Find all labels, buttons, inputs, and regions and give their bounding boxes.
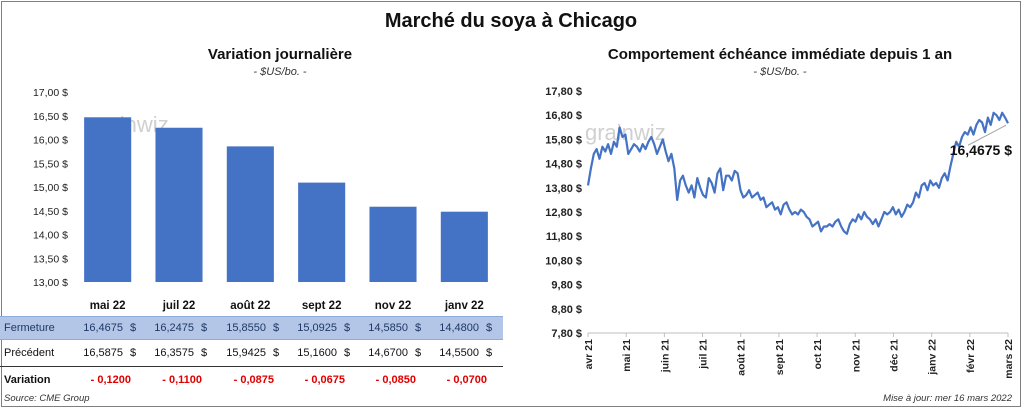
table-cell: 14,4800 [439,322,479,334]
table-cell: - 0,0675 [304,374,345,386]
x-tick-label: juin 21 [659,339,671,373]
right-chart-unit: - $US/bo. - [753,66,807,78]
x-tick-label: nov 21 [850,339,862,372]
table-cell: 15,8550 [226,322,266,334]
x-tick-label: sept 21 [774,339,786,375]
table-cell: 14,5850 [368,322,408,334]
y-tick-label: 14,80 $ [545,159,582,171]
y-tick-label: 15,80 $ [545,134,582,146]
left-chart-unit: - $US/bo. - [253,66,307,78]
update-note: Mise à jour: mer 16 mars 2022 [883,393,1012,404]
label-leader-line [967,124,1007,146]
left-chart-title: Variation journalière [207,46,353,63]
currency-symbol: $ [415,347,422,359]
y-tick-label: 7,80 $ [551,328,582,340]
row-label: Précédent [4,347,55,359]
table-row: Fermeture 16,4675 $16,2475 $15,8550 $15,0925… [0,316,503,340]
bar [369,206,417,282]
currency-symbol: $ [130,322,137,334]
currency-symbol: $ [486,347,493,359]
bar [84,117,132,282]
x-tick-label: févr 22 [965,339,977,373]
currency-symbol: $ [344,347,351,359]
y-tick-label: 16,80 $ [545,110,582,122]
row-label: Variation [4,374,51,386]
right-chart-title: Comportement échéance immédiate depuis 1… [607,46,953,63]
currency-symbol: $ [130,347,137,359]
y-tick-label: 12,80 $ [545,207,582,219]
currency-symbol: $ [201,347,208,359]
table-cell: 15,9425 [226,347,266,359]
x-tick-label: avr 21 [583,339,595,370]
x-tick-label: janv 22 [444,300,484,312]
y-tick-label: 17,80 $ [545,86,582,98]
table-cell: 14,6700 [368,347,408,359]
table-cell: 16,3575 [154,347,194,359]
currency-symbol: $ [273,347,280,359]
line-chart: grainwiz 7,80 $8,80 $9,80 $10,80 $11,80 … [545,86,1015,379]
table-cell: 14,5500 [439,347,479,359]
currency-symbol: $ [415,322,422,334]
x-tick-label: oct 21 [812,339,824,370]
y-tick-label: 13,80 $ [545,183,582,195]
y-tick-label: 9,80 $ [551,280,582,292]
table-cell: - 0,0850 [375,374,416,386]
y-tick-label: 14,00 $ [33,230,68,242]
y-tick-label: 16,50 $ [33,111,68,123]
y-tick-label: 14,50 $ [33,206,68,218]
x-tick-label: déc 21 [888,339,900,372]
bar-chart: grainwiz 13,00 $13,50 $14,00 $14,50 $15,… [33,87,488,312]
x-tick-label: juil 21 [698,339,710,370]
currency-symbol: $ [201,322,208,334]
row-label: Fermeture [4,322,55,334]
table-row: Précédent 16,5875 $16,3575 $15,9425 $15,1600… [0,342,503,364]
bar [155,127,203,283]
table-divider [0,366,503,367]
table-cell: - 0,0875 [233,374,274,386]
x-tick-label: sept 22 [302,300,342,312]
currency-symbol: $ [273,322,280,334]
y-tick-label: 8,80 $ [551,304,582,316]
y-tick-label: 16,00 $ [33,135,68,147]
table-cell: 15,1600 [297,347,337,359]
bar [226,146,274,282]
x-tick-label: janv 22 [927,339,939,376]
table-cell: - 0,1100 [162,374,202,386]
table-row: Variation - 0,1200 - 0,1100 - 0,0875 - 0,067… [0,369,503,391]
price-line [586,111,1009,235]
y-tick-label: 17,00 $ [33,87,68,99]
x-tick-label: mars 22 [1003,339,1015,379]
table-cell: - 0,1200 [90,374,131,386]
table-cell: 16,2475 [154,322,194,334]
currency-symbol: $ [344,322,351,334]
currency-symbol: $ [486,322,493,334]
source-note: Source: CME Group [4,393,90,404]
y-tick-label: 15,00 $ [33,182,68,194]
x-tick-label: août 21 [736,339,748,376]
y-tick-label: 11,80 $ [546,231,582,243]
y-tick-label: 10,80 $ [545,255,582,267]
x-tick-label: mai 21 [621,339,633,372]
x-tick-label: juil 22 [162,300,196,312]
x-tick-label: août 22 [230,300,270,312]
bar [298,182,346,282]
table-cell: - 0,0700 [446,374,487,386]
y-tick-label: 13,00 $ [33,277,68,289]
y-tick-label: 13,50 $ [33,253,68,265]
x-tick-label: mai 22 [90,300,126,312]
bar [440,211,488,282]
table-cell: 15,0925 [297,322,337,334]
table-cell: 16,5875 [83,347,123,359]
x-tick-label: nov 22 [375,300,411,312]
y-tick-label: 15,50 $ [33,158,68,170]
table-cell: 16,4675 [83,322,123,334]
main-title: Marché du soya à Chicago [384,10,638,32]
last-value-label: 16,4675 $ [950,142,1012,158]
